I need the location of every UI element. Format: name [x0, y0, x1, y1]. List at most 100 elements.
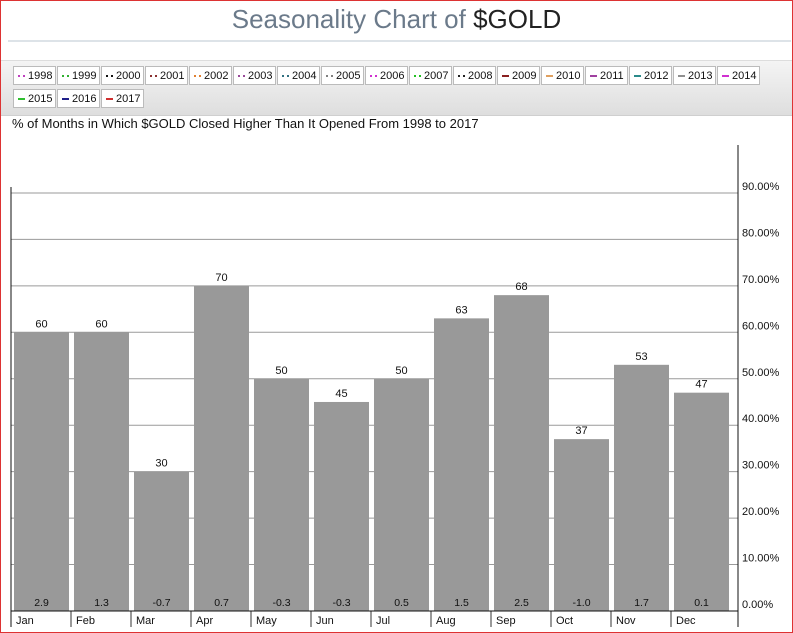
- legend-swatch: [62, 75, 69, 78]
- legend-label: 2011: [600, 70, 624, 82]
- legend-swatch: [18, 98, 25, 101]
- legend-swatch: [106, 75, 113, 78]
- avg-change-label: -1.0: [572, 597, 590, 609]
- legend-item-2011[interactable]: 2011: [585, 66, 628, 85]
- legend-item-2016[interactable]: 2016: [57, 89, 100, 108]
- title-symbol: $GOLD: [473, 4, 562, 34]
- x-tick-label: Sep: [496, 615, 516, 627]
- x-tick-label: Oct: [556, 615, 573, 627]
- legend-item-2010[interactable]: 2010: [541, 66, 584, 85]
- bar-value-label: 63: [455, 304, 467, 316]
- y-tick-label: 50.00%: [742, 367, 780, 379]
- legend-label: 2012: [644, 70, 669, 82]
- legend-label: 2003: [248, 70, 273, 82]
- legend-swatch: [590, 75, 597, 78]
- legend-item-2005[interactable]: 2005: [321, 66, 364, 85]
- y-tick-label: 60.00%: [742, 320, 780, 332]
- y-tick-label: 40.00%: [742, 413, 780, 425]
- legend-item-2008[interactable]: 2008: [453, 66, 496, 85]
- bar-value-label: 30: [155, 458, 167, 470]
- bar-value-label: 68: [515, 281, 527, 293]
- bar-value-label: 53: [635, 351, 647, 363]
- bar-value-label: 37: [575, 425, 587, 437]
- legend-swatch: [546, 75, 553, 78]
- y-tick-label: 0.00%: [742, 599, 773, 611]
- legend-item-2013[interactable]: 2013: [673, 66, 716, 85]
- legend-label: 2017: [116, 93, 141, 105]
- y-tick-label: 20.00%: [742, 506, 780, 518]
- x-tick-label: Nov: [616, 615, 636, 627]
- legend-label: 2009: [512, 70, 537, 82]
- x-tick-label: May: [256, 615, 277, 627]
- legend-swatch: [502, 75, 509, 78]
- legend-label: 2015: [28, 93, 53, 105]
- legend-label: 2016: [72, 93, 97, 105]
- legend-item-2007[interactable]: 2007: [409, 66, 452, 85]
- legend-swatch: [194, 75, 201, 78]
- legend-swatch: [62, 98, 69, 101]
- legend-item-1998[interactable]: 1998: [13, 66, 56, 85]
- avg-change-label: 0.7: [214, 597, 229, 609]
- legend-item-2004[interactable]: 2004: [277, 66, 320, 85]
- legend-label: 2000: [116, 70, 141, 82]
- bar-value-label: 60: [95, 318, 107, 330]
- legend-item-2003[interactable]: 2003: [233, 66, 276, 85]
- y-tick-label: 80.00%: [742, 227, 780, 239]
- legend-item-2014[interactable]: 2014: [717, 66, 760, 85]
- legend-label: 2004: [292, 70, 317, 82]
- bar: [614, 364, 669, 611]
- legend-label: 1999: [72, 70, 97, 82]
- x-tick-label: Jan: [16, 615, 34, 627]
- legend-item-2012[interactable]: 2012: [629, 66, 672, 85]
- chart-subtitle: % of Months in Which $GOLD Closed Higher…: [12, 116, 479, 131]
- legend-item-2009[interactable]: 2009: [497, 66, 540, 85]
- x-tick-label: Dec: [676, 615, 696, 627]
- title-prefix: Seasonality Chart of: [231, 4, 474, 34]
- avg-change-label: -0.3: [332, 597, 350, 609]
- avg-change-label: 1.5: [454, 597, 469, 609]
- legend-label: 1998: [28, 70, 53, 82]
- y-tick-label: 70.00%: [742, 274, 780, 286]
- avg-change-label: 1.7: [634, 597, 649, 609]
- legend-item-2006[interactable]: 2006: [365, 66, 408, 85]
- x-tick-label: Mar: [136, 615, 155, 627]
- legend-item-2000[interactable]: 2000: [101, 66, 144, 85]
- legend-item-1999[interactable]: 1999: [57, 66, 100, 85]
- legend-item-2015[interactable]: 2015: [13, 89, 56, 108]
- legend-swatch: [238, 75, 245, 78]
- x-tick-label: Feb: [76, 615, 95, 627]
- legend-label: 2008: [468, 70, 493, 82]
- bar-value-label: 45: [335, 388, 347, 400]
- y-tick-label: 10.00%: [742, 553, 780, 565]
- avg-change-label: 0.1: [694, 597, 709, 609]
- legend-bar: 1998 1999 2000 2001 2002 2003 2004 2005 2006 2007…: [1, 60, 792, 116]
- avg-change-label: 2.5: [514, 597, 529, 609]
- x-tick-label: Jul: [376, 615, 390, 627]
- legend-item-2017[interactable]: 2017: [101, 89, 144, 108]
- legend-label: 2002: [204, 70, 229, 82]
- avg-change-label: 0.5: [394, 597, 409, 609]
- bar-value-label: 60: [35, 318, 47, 330]
- legend-swatch: [722, 75, 729, 78]
- bar: [14, 332, 69, 611]
- bar-value-label: 50: [275, 365, 287, 377]
- x-tick-label: Apr: [196, 615, 213, 627]
- legend-swatch: [458, 75, 465, 78]
- avg-change-label: -0.7: [152, 597, 170, 609]
- legend-label: 2007: [424, 70, 449, 82]
- legend-swatch: [370, 75, 377, 78]
- avg-change-label: 2.9: [34, 597, 49, 609]
- legend-swatch: [634, 75, 641, 78]
- legend-label: 2006: [380, 70, 405, 82]
- legend-item-2002[interactable]: 2002: [189, 66, 232, 85]
- legend-swatch: [414, 75, 421, 78]
- legend-item-2001[interactable]: 2001: [145, 66, 188, 85]
- legend-label: 2001: [160, 70, 185, 82]
- legend-swatch: [282, 75, 289, 78]
- bar: [134, 471, 189, 611]
- bar: [434, 318, 489, 611]
- bar-value-label: 70: [215, 272, 227, 284]
- legend-swatch: [678, 75, 685, 78]
- avg-change-label: -0.3: [272, 597, 290, 609]
- legend-label: 2005: [336, 70, 361, 82]
